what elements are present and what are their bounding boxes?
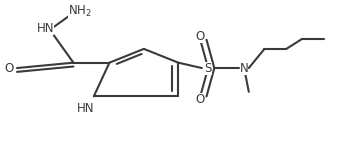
- Text: O: O: [196, 93, 205, 106]
- Text: O: O: [196, 30, 205, 43]
- Text: O: O: [196, 30, 205, 43]
- Text: NH$_2$: NH$_2$: [68, 4, 92, 19]
- Text: HN: HN: [77, 102, 95, 115]
- Text: N: N: [240, 61, 249, 75]
- Text: HN: HN: [77, 102, 95, 115]
- Text: HN: HN: [36, 22, 54, 35]
- Text: N: N: [240, 61, 249, 75]
- Text: NH$_2$: NH$_2$: [68, 4, 92, 19]
- Text: O: O: [4, 61, 14, 75]
- Text: HN: HN: [77, 102, 95, 115]
- Text: HN: HN: [36, 22, 54, 35]
- Text: S: S: [204, 61, 212, 75]
- Text: O: O: [196, 93, 205, 106]
- Text: O: O: [4, 61, 14, 75]
- Text: S: S: [204, 61, 212, 75]
